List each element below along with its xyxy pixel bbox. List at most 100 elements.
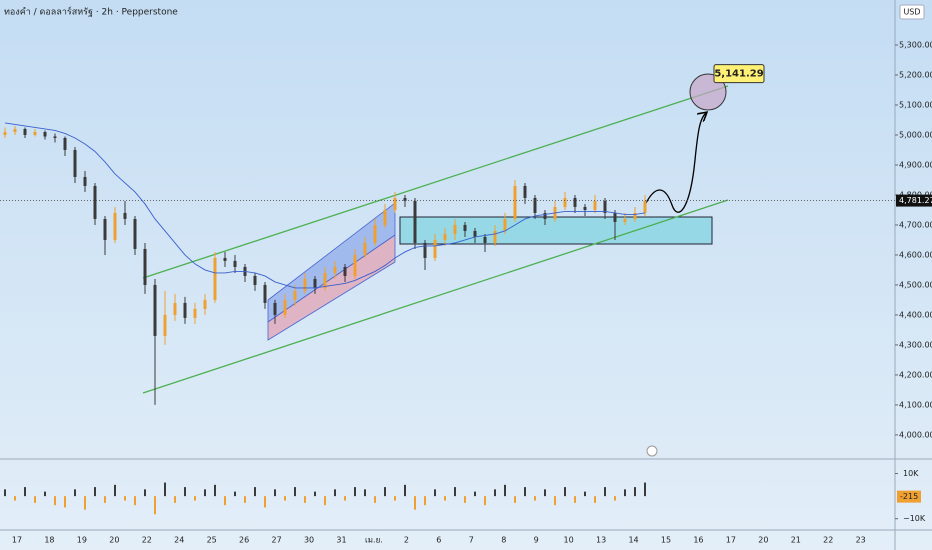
y-tick-label: 4,400.00 (899, 310, 932, 319)
x-tick-label: 25 (207, 536, 217, 545)
candle-body (303, 278, 307, 291)
volume-bar (364, 489, 366, 497)
x-tick-label: 22 (823, 536, 833, 545)
candle-body (53, 136, 57, 138)
volume-bar (234, 491, 236, 497)
candle-body (13, 128, 17, 132)
volume-bar (594, 496, 596, 503)
candle-body (613, 212, 617, 222)
candle-body (73, 149, 77, 177)
volume-bar (194, 496, 196, 501)
volume-bar (174, 496, 176, 503)
volume-bar (204, 489, 206, 497)
volume-bar (294, 487, 296, 497)
y-tick-label: 4,500.00 (899, 280, 932, 289)
candle-body (313, 278, 317, 288)
trendline-lower (142, 199, 729, 394)
volume-bar (254, 487, 256, 497)
volume-bar (344, 496, 346, 501)
x-tick-label: 30 (304, 536, 314, 545)
volume-bar (94, 487, 96, 497)
candle-body (493, 230, 497, 243)
candle-body (23, 128, 27, 135)
volume-bar (104, 496, 106, 503)
y-tick-label: −10K (903, 514, 926, 523)
volume-bar (304, 496, 306, 503)
candle-body (393, 197, 397, 210)
x-tick-label: 20 (758, 536, 768, 545)
volume-bar (264, 496, 266, 508)
x-tick-label: 22 (142, 536, 152, 545)
candle-body (323, 272, 327, 288)
volume-bar (564, 487, 566, 497)
candle-body (203, 299, 207, 309)
candle-body (413, 200, 417, 243)
volume-bar (284, 496, 286, 501)
candle-body (43, 131, 47, 137)
candle-body (103, 218, 107, 240)
volume-bar (614, 496, 616, 501)
currency-box[interactable] (899, 4, 925, 20)
candle-body (473, 230, 477, 237)
x-tick-label: 9 (534, 536, 539, 545)
volume-bar (484, 496, 486, 506)
candle-body (583, 206, 587, 210)
volume-bar (634, 487, 636, 497)
candle-body (283, 299, 287, 315)
currency: USD (903, 8, 920, 17)
y-tick-label: 4,000.00 (899, 430, 932, 439)
moving-average (4, 122, 646, 289)
x-tick-label: 21 (791, 536, 801, 545)
x-tick-label: 14 (628, 536, 638, 545)
data-layer: 5,300.00 5,200.00 5,100.00 5,000.00 4,900.00… (0, 40, 932, 545)
volume-bar (314, 491, 316, 497)
candle-body (3, 131, 7, 135)
volume-bar (244, 496, 246, 503)
trendline-upper (142, 85, 729, 279)
x-tick-label: 26 (239, 536, 249, 545)
volume-bar (454, 487, 456, 497)
volume-bar (504, 484, 506, 497)
volume-bar (424, 496, 426, 506)
candle-body (153, 284, 157, 336)
volume-bar (24, 487, 26, 497)
volume-bar (214, 484, 216, 497)
target-label: 5,141.29 (714, 69, 763, 80)
candle-body (123, 212, 127, 219)
x-tick-label: 24 (174, 536, 184, 545)
y-tick-label: 4,700.00 (899, 220, 932, 229)
volume-bar (154, 496, 156, 515)
volume-bar (74, 489, 76, 497)
candle-body (483, 236, 487, 243)
event-icon[interactable] (646, 445, 658, 457)
candle-body (623, 218, 627, 222)
candle-body (523, 185, 527, 198)
candle-body (403, 197, 407, 201)
candle-body (373, 224, 377, 243)
y-tick-label: 4,900.00 (899, 160, 932, 169)
candle-body (503, 218, 507, 231)
x-tick-label: 7 (469, 536, 474, 545)
candle-body (193, 308, 197, 318)
x-tick-label: 6 (436, 536, 441, 545)
y-tick-label: 4,100.00 (899, 400, 932, 409)
candle-body (143, 248, 147, 285)
candle-body (463, 224, 467, 231)
volume-bar (404, 484, 406, 497)
y-tick-label: 4,300.00 (899, 340, 932, 349)
x-tick-label: 8 (501, 536, 506, 545)
x-tick-label: 23 (856, 536, 866, 545)
volume-bar (604, 487, 606, 497)
volume-bar (334, 489, 336, 497)
candle-body (563, 197, 567, 207)
volume-bar (84, 496, 86, 510)
volume-bar (324, 496, 326, 506)
x-tick-label: 18 (44, 536, 54, 545)
candle-body (113, 212, 117, 240)
volume-bar (4, 489, 6, 497)
volume-bar (144, 489, 146, 497)
volume-bar (514, 496, 516, 503)
candle-body (333, 266, 337, 273)
volume-bar (414, 496, 416, 510)
